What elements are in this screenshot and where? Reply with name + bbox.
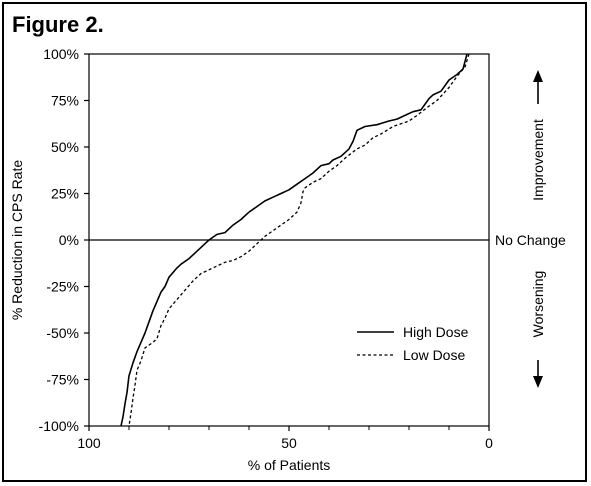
y-tick-label: 50% [51, 139, 79, 155]
y-tick-label: 100% [43, 46, 79, 62]
series-line-low-dose [128, 53, 470, 427]
x-axis-ticks: 100 50 0 [77, 426, 493, 451]
y-tick-label: 75% [51, 93, 79, 109]
figure-frame [2, 2, 587, 482]
legend: High Dose Low Dose [357, 324, 469, 363]
up-arrowhead-icon [533, 70, 543, 82]
x-axis-label: % of Patients [248, 457, 331, 473]
legend-label: Low Dose [403, 347, 465, 363]
worsening-label: Worsening [530, 271, 546, 338]
x-tick-label: 50 [281, 435, 297, 451]
legend-label: High Dose [403, 324, 469, 340]
down-arrowhead-icon [533, 376, 543, 388]
worsening-annotation: Worsening [530, 271, 546, 388]
no-change-label: No Change [495, 232, 566, 248]
y-tick-label: -75% [46, 372, 79, 388]
y-tick-label: 25% [51, 186, 79, 202]
y-tick-label: -50% [46, 325, 79, 341]
y-axis-label: % Reduction in CPS Rate [9, 160, 25, 321]
y-tick-label: -25% [46, 279, 79, 295]
figure-title: Figure 2. [12, 12, 104, 37]
series-line-high-dose [120, 53, 468, 427]
y-axis-ticks: 100% 75% 50% 25% 0% -25% -50% -75% -100% [39, 46, 89, 434]
series-group [120, 53, 470, 427]
y-tick-label: -100% [39, 418, 79, 434]
y-tick-label: 0% [59, 232, 79, 248]
x-tick-label: 100 [77, 435, 101, 451]
improvement-label: Improvement [530, 119, 546, 201]
x-tick-label: 0 [485, 435, 493, 451]
improvement-annotation: Improvement [530, 70, 546, 201]
